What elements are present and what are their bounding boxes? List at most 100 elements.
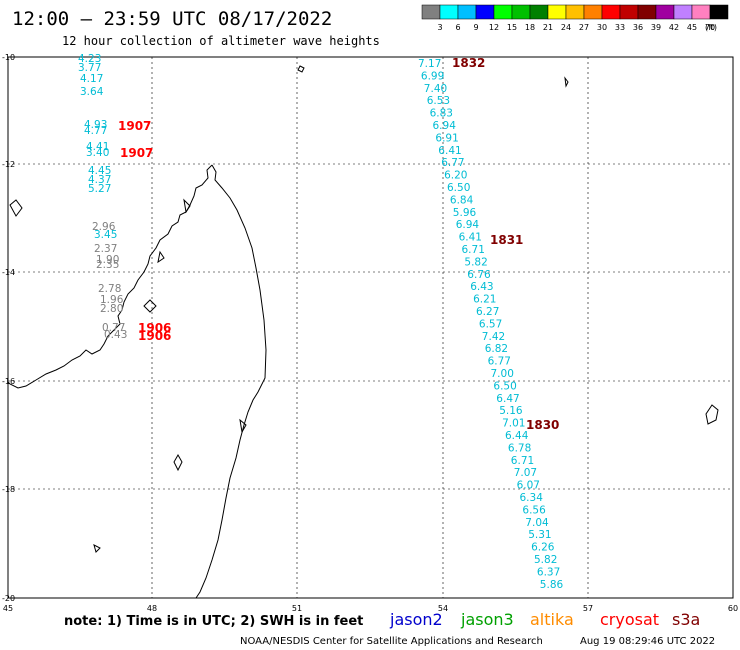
map-subtitle: 12 hour collection of altimeter wave hei… [62, 34, 380, 48]
swh-value: 6.47 [496, 393, 519, 405]
longitude-label: 57 [583, 604, 593, 613]
swh-value: 2.78 [98, 283, 121, 295]
longitude-label: 51 [292, 604, 302, 613]
swh-value: 1.96 [100, 294, 124, 306]
swh-value: 7.40 [424, 83, 447, 95]
swh-value: 4.17 [80, 73, 103, 85]
color-legend: 3 6 9 12 15 18 21 24 27 30 33 36 39 42 45 70 [421, 4, 729, 32]
legend-label: 30 [597, 23, 607, 32]
legend-label: 36 [633, 23, 643, 32]
legend-label: 24 [561, 23, 571, 32]
swh-value: 7.17 [418, 58, 441, 70]
satellite-legend: jason2 jason3 altika cryosat s3a [389, 610, 700, 629]
pass-time-label: 1907 [120, 146, 153, 160]
satellite-name: jason2 [389, 610, 443, 629]
legend-swatch [655, 4, 675, 20]
west-cyan-track: 4.233.774.173.64 4.934.77 4.413.40 4.454.37… [78, 53, 117, 241]
latitude-label: -16 [2, 377, 15, 386]
swh-value: 6.43 [470, 281, 493, 293]
swh-value: 6.50 [447, 182, 470, 194]
swh-value: 5.16 [499, 405, 523, 417]
grid-lines [8, 57, 733, 598]
pass-time-label: 1907 [118, 119, 151, 133]
swh-value: 6.84 [450, 194, 474, 206]
swh-value: 6.21 [473, 294, 496, 306]
swh-value: 5.27 [88, 183, 111, 195]
legend-swatch [565, 4, 585, 20]
swh-value: 2.35 [96, 259, 119, 271]
map-title: 12:00 – 23:59 UTC 08/17/2022 [12, 8, 332, 30]
pass-time-label: 1831 [490, 233, 523, 247]
legend-swatch [601, 4, 621, 20]
swh-value: 5.82 [534, 554, 557, 566]
swh-value: 6.26 [531, 542, 555, 554]
pass-time-label: 1906 [138, 321, 171, 335]
legend-label: 39 [651, 23, 661, 32]
legend-swatch [547, 4, 567, 20]
swh-value: 3.77 [78, 62, 101, 74]
swh-value: 6.53 [427, 95, 450, 107]
swh-value: 6.27 [476, 306, 499, 318]
latitude-label: -20 [2, 594, 15, 603]
legend-swatch [709, 4, 729, 20]
legend-swatch [583, 4, 603, 20]
satellite-name: cryosat [600, 610, 659, 629]
swh-value: 3.40 [86, 147, 109, 159]
swh-value: 6.77 [488, 356, 511, 368]
satellite-name: altika [530, 610, 574, 629]
swh-value: 7.00 [491, 368, 514, 380]
latitude-label: -10 [2, 53, 15, 62]
swh-value: 6.34 [520, 492, 544, 504]
swh-value: 3.64 [80, 86, 104, 98]
swh-value: 5.31 [528, 529, 551, 541]
legend-label: 15 [507, 23, 517, 32]
swh-value: 6.71 [511, 455, 534, 467]
legend-label: 3 [437, 23, 442, 32]
swh-value: 1.90 [96, 254, 119, 266]
swh-value: 2.37 [94, 243, 117, 255]
swh-value: 6.41 [438, 145, 461, 157]
swh-value: 5.86 [540, 579, 564, 591]
legend-label: 9 [473, 23, 478, 32]
longitude-label: 48 [147, 604, 157, 613]
pass-time-label: 1832 [452, 56, 485, 70]
longitude-label: 45 [3, 604, 13, 613]
swh-value: 6.57 [479, 318, 502, 330]
swh-value: 6.44 [505, 430, 529, 442]
swh-value: 2.80 [100, 303, 123, 315]
swh-value: 4.37 [88, 174, 111, 186]
legend-label: 33 [615, 23, 625, 32]
swh-value: 2.96 [92, 221, 116, 233]
legend-label: 12 [489, 23, 499, 32]
swh-value: 5.82 [464, 256, 487, 268]
footer-timestamp: Aug 19 08:29:46 UTC 2022 [580, 636, 715, 647]
swh-value: 6.50 [493, 380, 516, 392]
swh-value: 6.83 [430, 108, 453, 120]
pass-time-label: 1906 [138, 329, 171, 343]
swh-value: 4.93 [84, 119, 107, 131]
legend-swatch [439, 4, 459, 20]
legend-swatch [637, 4, 657, 20]
legend-label: 21 [543, 23, 553, 32]
swh-value: 6.82 [485, 343, 508, 355]
swh-value: 3.45 [94, 229, 117, 241]
longitude-label: 54 [438, 604, 448, 613]
swh-value: 6.20 [444, 170, 467, 182]
swh-value: 6.78 [508, 442, 531, 454]
swh-value: 6.07 [517, 480, 540, 492]
swh-value: 0.43 [104, 329, 127, 341]
footer-credit: NOAA/NESDIS Center for Satellite Applica… [240, 636, 543, 647]
swh-value: 4.45 [88, 165, 111, 177]
legend-swatch [529, 4, 549, 20]
legend-label: 27 [579, 23, 589, 32]
legend-label: 42 [669, 23, 679, 32]
legend-swatch [421, 4, 441, 20]
swh-value: 6.56 [522, 504, 546, 516]
satellite-name: jason3 [460, 610, 514, 629]
latitude-labels: -10 -12 -14 -16 -18 -20 [2, 53, 15, 603]
plot-frame [7, 56, 734, 599]
pass-time-label: 1830 [526, 418, 559, 432]
swh-value: 6.99 [421, 70, 444, 82]
